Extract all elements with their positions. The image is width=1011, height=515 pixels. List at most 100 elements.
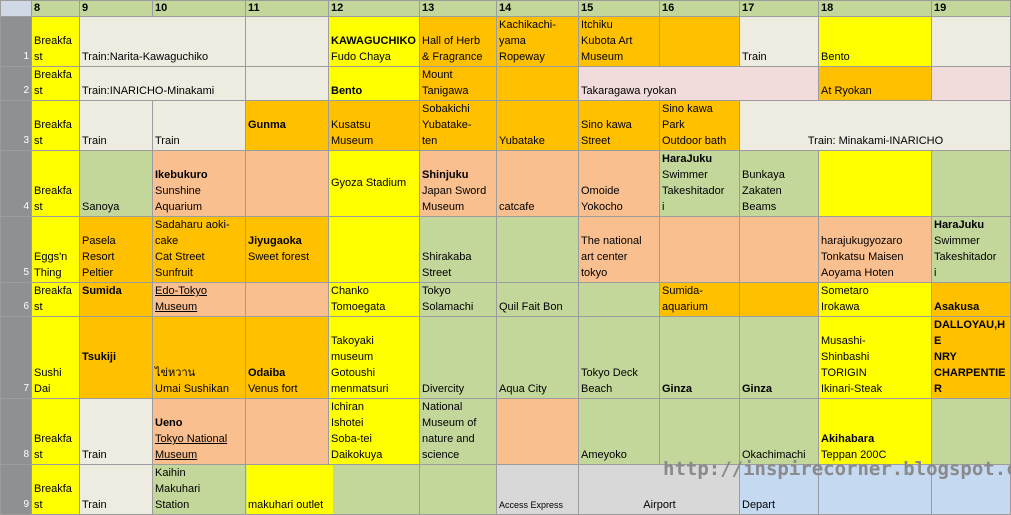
schedule-cell[interactable] bbox=[739, 216, 819, 283]
schedule-cell[interactable]: Odaiba Venus fort bbox=[245, 316, 329, 399]
schedule-cell[interactable] bbox=[659, 398, 740, 465]
schedule-cell[interactable]: makuhari outlet bbox=[245, 464, 420, 515]
schedule-cell[interactable]: Sino kawa Park Outdoor bath bbox=[659, 100, 740, 151]
schedule-cell[interactable]: HaraJuku Swimmer Takeshitador i bbox=[931, 216, 1011, 283]
schedule-cell[interactable]: Train bbox=[739, 16, 819, 67]
schedule-cell[interactable] bbox=[659, 16, 740, 67]
schedule-cell[interactable]: Bunkaya Zakaten Beams bbox=[739, 150, 819, 217]
schedule-cell[interactable] bbox=[245, 66, 329, 101]
schedule-cell[interactable] bbox=[245, 398, 329, 465]
row-number[interactable]: 7 bbox=[0, 316, 32, 399]
schedule-cell[interactable]: Train bbox=[79, 464, 153, 515]
schedule-cell[interactable]: HaraJuku Swimmer Takeshitador i bbox=[659, 150, 740, 217]
schedule-cell[interactable]: Musashi- Shinbashi TORIGIN Ikinari-Steak bbox=[818, 316, 932, 399]
schedule-cell[interactable] bbox=[496, 66, 579, 101]
column-header[interactable]: 8 bbox=[31, 0, 80, 17]
schedule-cell[interactable]: ไข่หวาน Umai Sushikan bbox=[152, 316, 246, 399]
schedule-cell[interactable] bbox=[931, 66, 1011, 101]
schedule-cell[interactable]: Train bbox=[79, 100, 153, 151]
schedule-cell[interactable] bbox=[578, 282, 660, 317]
schedule-cell[interactable]: Train:Narita-Kawaguchiko bbox=[79, 16, 246, 67]
schedule-cell[interactable]: Train bbox=[152, 100, 246, 151]
schedule-cell[interactable]: At Ryokan bbox=[818, 66, 932, 101]
schedule-cell[interactable]: Gyoza Stadium bbox=[328, 150, 420, 217]
schedule-cell[interactable]: Sanoya bbox=[79, 150, 153, 217]
schedule-cell[interactable]: Edo-Tokyo Museum bbox=[152, 282, 246, 317]
row-number[interactable]: 1 bbox=[0, 16, 32, 67]
schedule-cell[interactable] bbox=[931, 16, 1011, 67]
schedule-cell[interactable] bbox=[931, 150, 1011, 217]
column-header[interactable]: 12 bbox=[328, 0, 420, 17]
column-header[interactable]: 16 bbox=[659, 0, 740, 17]
schedule-cell[interactable]: National Museum of nature and science bbox=[419, 398, 497, 465]
row-number[interactable]: 6 bbox=[0, 282, 32, 317]
row-number[interactable]: 5 bbox=[0, 216, 32, 283]
schedule-cell[interactable] bbox=[245, 150, 329, 217]
schedule-cell[interactable]: Ameyoko bbox=[578, 398, 660, 465]
column-header[interactable]: 19 bbox=[931, 0, 1011, 17]
schedule-cell[interactable]: Bento bbox=[818, 16, 932, 67]
schedule-cell[interactable] bbox=[496, 216, 579, 283]
schedule-cell[interactable]: Yubatake bbox=[496, 100, 579, 151]
schedule-cell[interactable]: Ueno Tokyo National Museum bbox=[152, 398, 246, 465]
schedule-cell[interactable] bbox=[818, 150, 932, 217]
schedule-cell[interactable]: Access Express bbox=[496, 464, 579, 515]
schedule-cell[interactable]: Sumida bbox=[79, 282, 153, 317]
schedule-cell[interactable]: Takoyaki museum Gotoushi menmatsuri bbox=[328, 316, 420, 399]
schedule-cell[interactable]: Kachikachi- yama Ropeway bbox=[496, 16, 579, 67]
schedule-cell[interactable] bbox=[496, 398, 579, 465]
schedule-cell[interactable]: Eggs'n Thing bbox=[31, 216, 80, 283]
schedule-cell[interactable]: Ikebukuro Sunshine Aquarium bbox=[152, 150, 246, 217]
row-number[interactable]: 3 bbox=[0, 100, 32, 151]
schedule-cell[interactable]: Akihabara Teppan 200C bbox=[818, 398, 932, 465]
schedule-cell[interactable]: harajukugyozaro Tonkatsu Maisen Aoyama H… bbox=[818, 216, 932, 283]
column-header[interactable]: 15 bbox=[578, 0, 660, 17]
schedule-cell[interactable]: Ginza bbox=[739, 316, 819, 399]
schedule-cell[interactable]: Tokyo Solamachi bbox=[419, 282, 497, 317]
schedule-cell[interactable]: Jiyugaoka Sweet forest bbox=[245, 216, 329, 283]
schedule-cell[interactable]: Okachimachi bbox=[739, 398, 819, 465]
schedule-cell[interactable]: Quil Fait Bon bbox=[496, 282, 579, 317]
schedule-cell[interactable]: Omoide Yokocho bbox=[578, 150, 660, 217]
schedule-cell[interactable]: Tokyo Deck Beach bbox=[578, 316, 660, 399]
schedule-cell[interactable]: Sino kawa Street bbox=[578, 100, 660, 151]
schedule-cell[interactable]: The national art center tokyo bbox=[578, 216, 660, 283]
schedule-cell[interactable]: Sumida- aquarium bbox=[659, 282, 740, 317]
schedule-cell[interactable]: Ginza bbox=[659, 316, 740, 399]
schedule-cell[interactable]: Ichiran Ishotei Soba-tei Daikokuya bbox=[328, 398, 420, 465]
schedule-cell[interactable] bbox=[245, 282, 329, 317]
schedule-cell[interactable]: Divercity bbox=[419, 316, 497, 399]
row-number[interactable]: 2 bbox=[0, 66, 32, 101]
schedule-cell[interactable]: Sadaharu aoki- cake Cat Street Sunfruit bbox=[152, 216, 246, 283]
schedule-cell[interactable]: Train: Minakami-INARICHO bbox=[739, 100, 1011, 151]
schedule-cell[interactable] bbox=[659, 216, 740, 283]
column-header[interactable]: 10 bbox=[152, 0, 246, 17]
schedule-cell[interactable]: Shinjuku Japan Sword Museum bbox=[419, 150, 497, 217]
schedule-cell[interactable]: DALLOYAU,HE NRY CHARPENTIER bbox=[931, 316, 1011, 399]
schedule-cell[interactable]: Kusatsu Museum bbox=[328, 100, 420, 151]
schedule-cell[interactable]: Asakusa bbox=[931, 282, 1011, 317]
schedule-cell[interactable]: Bento bbox=[328, 66, 420, 101]
column-header[interactable]: 14 bbox=[496, 0, 579, 17]
schedule-cell[interactable]: catcafe bbox=[496, 150, 579, 217]
schedule-cell[interactable]: Breakfa st bbox=[31, 282, 80, 317]
schedule-cell[interactable]: Mount Tanigawa bbox=[419, 66, 497, 101]
schedule-cell[interactable]: Breakfa st bbox=[31, 150, 80, 217]
schedule-cell[interactable]: Breakfa st bbox=[31, 464, 80, 515]
schedule-cell[interactable]: Sushi Dai bbox=[31, 316, 80, 399]
row-number[interactable]: 8 bbox=[0, 398, 32, 465]
schedule-cell[interactable]: Breakfa st bbox=[31, 66, 80, 101]
schedule-cell[interactable]: Chanko Tomoegata bbox=[328, 282, 420, 317]
column-header[interactable]: 17 bbox=[739, 0, 819, 17]
schedule-cell[interactable]: Pasela Resort Peltier bbox=[79, 216, 153, 283]
select-all-corner[interactable] bbox=[0, 0, 32, 17]
schedule-cell[interactable]: Train bbox=[79, 398, 153, 465]
schedule-cell[interactable]: Gunma bbox=[245, 100, 329, 151]
schedule-cell[interactable] bbox=[739, 282, 819, 317]
schedule-cell[interactable]: Sobakichi Yubatake- ten bbox=[419, 100, 497, 151]
schedule-cell[interactable]: Breakfa st bbox=[31, 100, 80, 151]
schedule-cell[interactable]: Tsukiji bbox=[79, 316, 153, 399]
schedule-cell[interactable]: Shirakaba Street bbox=[419, 216, 497, 283]
schedule-cell[interactable]: Sometaro Irokawa bbox=[818, 282, 932, 317]
column-header[interactable]: 13 bbox=[419, 0, 497, 17]
